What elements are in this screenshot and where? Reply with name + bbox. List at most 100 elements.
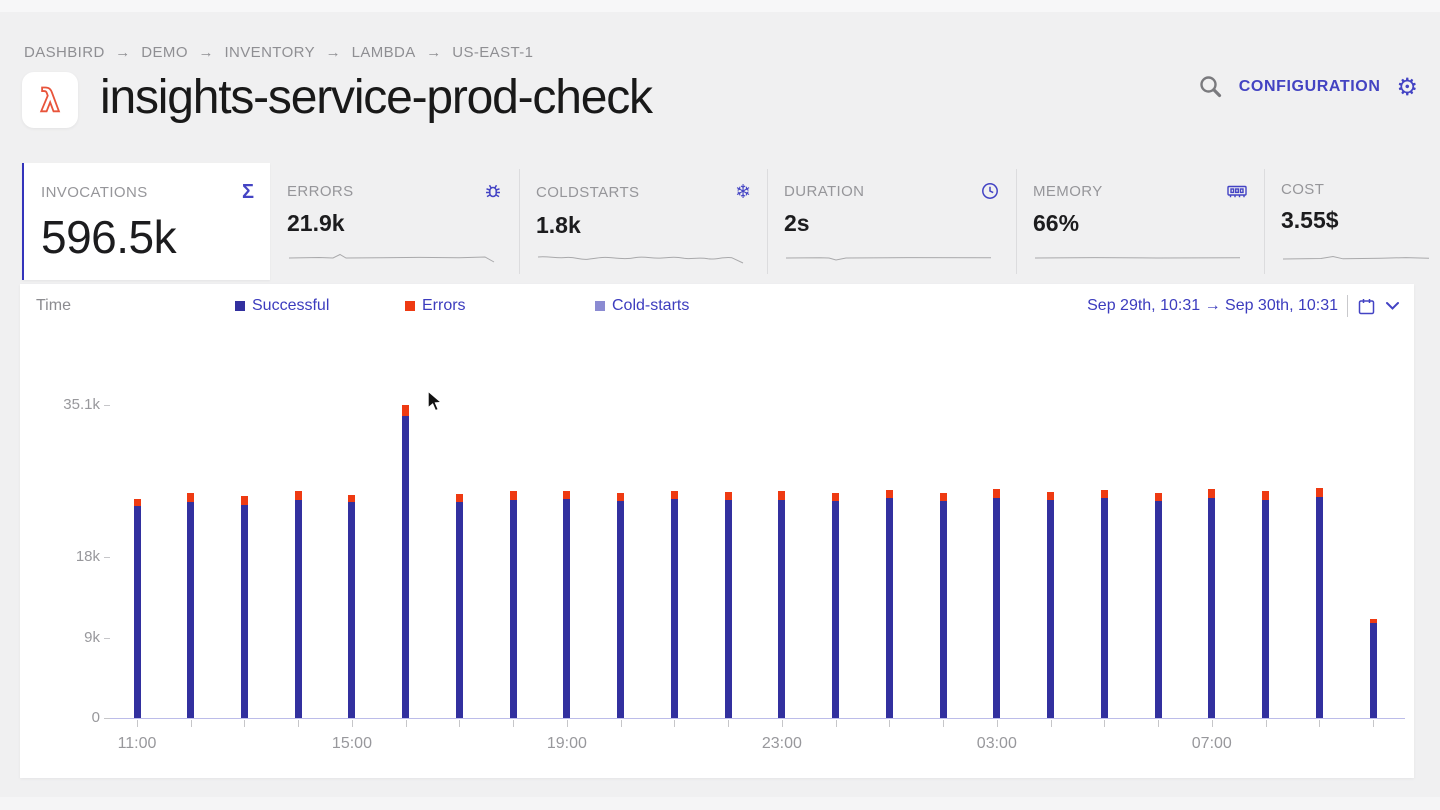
sigma-icon: Σ bbox=[241, 181, 254, 203]
successful-segment bbox=[1208, 497, 1216, 718]
x-axis-tick bbox=[244, 720, 246, 727]
breadcrumb-item[interactable]: LAMBDA bbox=[351, 44, 416, 61]
search-icon[interactable] bbox=[1198, 74, 1223, 99]
x-axis-tick bbox=[351, 720, 353, 727]
x-axis-tick-label: 11:00 bbox=[117, 735, 157, 752]
y-axis-tick bbox=[104, 405, 110, 406]
tab-label: COST bbox=[1281, 181, 1325, 198]
tab-value: 596.5k bbox=[41, 211, 177, 263]
x-axis-tick bbox=[943, 720, 945, 727]
breadcrumb-item[interactable]: US-EAST-1 bbox=[452, 44, 534, 61]
errors-segment bbox=[240, 495, 248, 505]
tab-invocations[interactable]: INVOCATIONS Σ 596.5k bbox=[22, 163, 270, 280]
bar-05:00[interactable] bbox=[1100, 489, 1108, 718]
errors-segment bbox=[617, 493, 625, 502]
bar-06:00[interactable] bbox=[1154, 493, 1162, 718]
coldstarts-sparkline bbox=[537, 256, 744, 264]
breadcrumb-item[interactable]: INVENTORY bbox=[224, 44, 316, 61]
configuration-button[interactable]: CONFIGURATION bbox=[1238, 77, 1381, 95]
bar-12:00[interactable] bbox=[187, 493, 195, 718]
successful-swatch bbox=[235, 301, 245, 311]
metric-tabs: INVOCATIONS Σ 596.5k ERRORS 21.9k COLDST… bbox=[0, 163, 1440, 280]
x-axis-tick bbox=[1211, 720, 1213, 727]
x-axis-tick bbox=[1265, 720, 1267, 727]
errors-segment bbox=[885, 489, 893, 498]
x-axis-tick bbox=[459, 720, 461, 727]
y-axis-tick-label: 0 bbox=[91, 709, 100, 726]
errors-segment bbox=[1154, 493, 1162, 502]
bar-08:00[interactable] bbox=[1262, 491, 1270, 718]
successful-segment bbox=[348, 502, 356, 718]
successful-segment bbox=[1047, 500, 1055, 718]
bar-21:00[interactable] bbox=[670, 490, 678, 718]
y-axis-tick-label: 35.1k bbox=[63, 396, 100, 413]
bar-11:00[interactable] bbox=[133, 498, 141, 718]
errors-swatch bbox=[405, 301, 415, 311]
tab-divider bbox=[1264, 169, 1265, 274]
bar-02:00[interactable] bbox=[939, 493, 947, 718]
bar-09:00[interactable] bbox=[1315, 487, 1323, 718]
tab-value: 2s bbox=[784, 210, 810, 236]
cost-sparkline bbox=[1282, 255, 1430, 260]
top-strip bbox=[0, 0, 1440, 12]
y-axis-tick bbox=[104, 718, 110, 719]
errors-segment bbox=[1315, 487, 1323, 497]
errors-segment bbox=[1208, 488, 1216, 498]
tab-memory[interactable]: MEMORY 66% bbox=[1016, 163, 1264, 280]
errors-segment bbox=[402, 405, 410, 416]
bar-15:00[interactable] bbox=[348, 495, 356, 718]
bar-19:00[interactable] bbox=[563, 490, 571, 718]
bar-04:00[interactable] bbox=[1047, 492, 1055, 718]
chevron-down-icon[interactable] bbox=[1385, 301, 1400, 311]
bar-14:00[interactable] bbox=[294, 491, 302, 718]
tab-duration[interactable]: DURATION 2s bbox=[767, 163, 1016, 280]
bar-20:00[interactable] bbox=[617, 493, 625, 718]
date-from: Sep 29th, 10:31 bbox=[1087, 297, 1201, 314]
bar-00:00[interactable] bbox=[832, 493, 840, 718]
duration-sparkline bbox=[785, 257, 992, 261]
bar-23:00[interactable] bbox=[778, 490, 786, 718]
breadcrumb-separator: → bbox=[115, 44, 131, 61]
x-axis-line bbox=[110, 718, 1405, 719]
tab-divider bbox=[1016, 169, 1017, 274]
x-axis-tick bbox=[620, 720, 622, 727]
gear-icon[interactable]: ⚙ bbox=[1396, 72, 1418, 101]
divider bbox=[1347, 295, 1348, 317]
bar-03:00[interactable] bbox=[993, 488, 1001, 718]
successful-segment bbox=[187, 502, 195, 718]
bar-16:00[interactable] bbox=[402, 405, 410, 718]
successful-segment bbox=[939, 501, 947, 718]
errors-segment bbox=[993, 488, 1001, 498]
successful-segment bbox=[1369, 623, 1377, 718]
y-axis-tick bbox=[104, 557, 110, 559]
breadcrumb-item[interactable]: DEMO bbox=[141, 44, 188, 61]
x-axis-tick bbox=[298, 720, 300, 727]
bar-07:00[interactable] bbox=[1208, 488, 1216, 718]
date-range-picker[interactable]: Sep 29th, 10:31 → Sep 30th, 10:31 bbox=[1087, 295, 1400, 317]
successful-segment bbox=[563, 498, 571, 718]
breadcrumb-item[interactable]: DASHBIRD bbox=[24, 44, 105, 61]
errors-segment bbox=[724, 492, 732, 501]
bar-10:00[interactable] bbox=[1369, 619, 1377, 718]
tab-cost[interactable]: COST 3.55$ bbox=[1264, 163, 1440, 280]
bar-17:00[interactable] bbox=[455, 494, 463, 718]
x-axis-tick bbox=[405, 720, 407, 727]
bar-18:00[interactable] bbox=[509, 491, 517, 718]
tab-coldstarts[interactable]: COLDSTARTS ❄ 1.8k bbox=[519, 163, 767, 280]
errors-segment bbox=[348, 495, 356, 503]
tab-errors[interactable]: ERRORS 21.9k bbox=[270, 163, 519, 280]
legend-item-coldstarts[interactable]: Cold-starts bbox=[595, 297, 689, 315]
bar-22:00[interactable] bbox=[724, 492, 732, 718]
calendar-icon[interactable] bbox=[1357, 297, 1376, 316]
bar-01:00[interactable] bbox=[885, 489, 893, 718]
legend-item-errors[interactable]: Errors bbox=[405, 297, 466, 315]
successful-segment bbox=[778, 499, 786, 718]
errors-segment bbox=[294, 491, 302, 500]
bar-13:00[interactable] bbox=[240, 495, 248, 718]
successful-segment bbox=[724, 500, 732, 718]
x-axis-tick bbox=[674, 720, 676, 727]
legend-item-successful[interactable]: Successful bbox=[235, 297, 329, 315]
y-axis-tick-label: 18k bbox=[75, 548, 100, 566]
x-axis-tick bbox=[566, 720, 568, 727]
errors-segment bbox=[1100, 489, 1108, 498]
